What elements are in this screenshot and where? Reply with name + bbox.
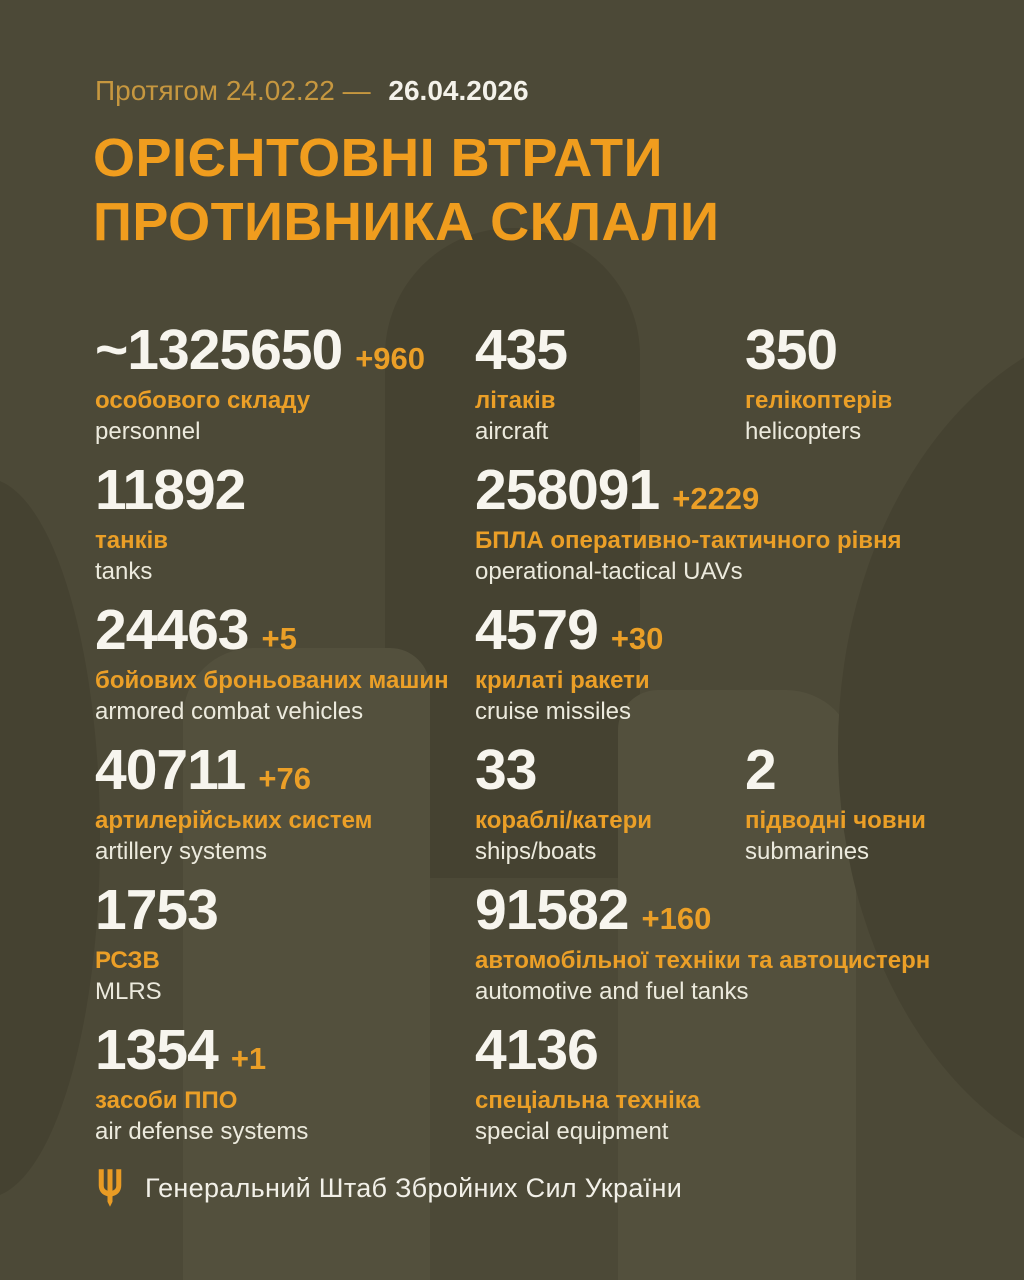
stat-label-en: submarines xyxy=(745,837,870,865)
stat-value: 4136 xyxy=(475,1018,599,1082)
stat-artillery: 40711 +76 артилерійських систем artillery… xyxy=(95,742,475,882)
stat-value: 350 xyxy=(745,318,838,382)
stat-delta: +76 xyxy=(258,761,311,796)
stat-label-en: air defense systems xyxy=(95,1117,309,1145)
stat-delta: +1 xyxy=(230,1041,267,1076)
title-line-1: ОРІЄНТОВНІ ВТРАТИ xyxy=(93,128,663,188)
stat-label-uk: танків xyxy=(95,527,169,554)
stat-label-uk: автомобільної техніки та автоцистерн xyxy=(475,947,931,974)
stat-delta: +30 xyxy=(610,621,664,656)
stat-label-uk: літаків xyxy=(475,387,556,414)
stat-label-en: personnel xyxy=(95,417,201,445)
period-prefix: Протягом 24.02.22 — xyxy=(95,75,371,106)
stat-special-equipment: 4136 спеціальна техніка special equipmen… xyxy=(475,1022,1024,1162)
stat-label-uk: гелікоптерів xyxy=(745,387,893,414)
stat-armored-vehicles: 24463 +5 бойових броньованих машин armore… xyxy=(95,602,475,742)
stat-label-uk: кораблі/катери xyxy=(475,807,653,834)
stat-submarines: 2 підводні човни submarines xyxy=(745,742,1024,882)
stat-value: 33 xyxy=(475,738,537,802)
stat-helicopters: 350 гелікоптерів helicopters xyxy=(745,322,1024,462)
stat-delta: +960 xyxy=(355,341,426,376)
stat-personnel: ~1325650 +960 особового складу personnel xyxy=(95,322,475,462)
stat-label-en: cruise missiles xyxy=(475,697,632,725)
stat-label-uk: крилаті ракети xyxy=(475,667,650,694)
stat-label-en: tanks xyxy=(95,557,153,585)
stat-aircraft: 435 літаків aircraft xyxy=(475,322,745,462)
stat-label-en: special equipment xyxy=(475,1117,669,1145)
losses-grid: ~1325650 +960 особового складу personnel … xyxy=(95,322,1024,1162)
background-left-prong-shape xyxy=(183,648,430,1280)
stat-value: 4579 xyxy=(475,598,599,662)
stat-automotive: 91582 +160 автомобільної техніки та автоц… xyxy=(475,882,1024,1022)
stat-uavs: 258091 +2229 БПЛА оперативно-тактичного р… xyxy=(475,462,1024,602)
stat-label-en: armored combat vehicles xyxy=(95,697,364,725)
organization-name: Генеральний Штаб Збройних Сил України xyxy=(145,1172,683,1203)
stat-tanks: 11892 танків tanks xyxy=(95,462,475,602)
stat-value: 435 xyxy=(475,318,568,382)
stat-value: 1354 xyxy=(95,1018,219,1082)
stat-delta: +160 xyxy=(641,901,712,936)
title-line-2: ПРОТИВНИКА СКЛАЛИ xyxy=(93,192,720,253)
stat-mlrs: 1753 РСЗВ MLRS xyxy=(95,882,475,1022)
tryzub-icon xyxy=(95,1168,125,1208)
period-date: 26.04.2026 xyxy=(388,75,529,106)
stat-delta: +2229 xyxy=(672,481,760,516)
stat-label-en: ships/boats xyxy=(475,837,597,865)
stat-label-en: operational-tactical UAVs xyxy=(475,557,743,585)
report-period: Протягом 24.02.22 — 26.04.2026 xyxy=(95,75,529,107)
stat-value: 40711 xyxy=(95,738,246,802)
stat-value: 1753 xyxy=(95,878,219,942)
stat-cruise-missiles: 4579 +30 крилаті ракети cruise missiles xyxy=(475,602,1024,742)
stat-air-defense: 1354 +1 засоби ППО air defense systems xyxy=(95,1022,475,1162)
stat-label-uk: засоби ППО xyxy=(95,1087,238,1114)
stat-label-uk: БПЛА оперативно-тактичного рівня xyxy=(475,527,902,554)
page-title: ОРІЄНТОВНІ ВТРАТИ ПРОТИВНИКА СКЛАЛИ xyxy=(93,126,853,255)
stat-value: 91582 xyxy=(475,878,630,942)
stat-delta: +5 xyxy=(261,621,297,656)
stat-label-en: helicopters xyxy=(745,417,862,445)
stat-label-uk: артилерійських систем xyxy=(95,807,373,834)
stat-value: ~1325650 xyxy=(95,318,343,382)
stat-value: 258091 xyxy=(475,458,660,522)
stat-value: 24463 xyxy=(95,598,250,662)
stat-label-uk: спеціальна техніка xyxy=(475,1087,701,1114)
stat-label-en: automotive and fuel tanks xyxy=(475,977,749,1005)
stat-label-uk: особового складу xyxy=(95,387,311,414)
footer: Генеральний Штаб Збройних Сил України xyxy=(95,1168,682,1208)
stat-label-uk: підводні човни xyxy=(745,807,926,834)
stat-ships: 33 кораблі/катери ships/boats xyxy=(475,742,745,882)
stat-label-en: aircraft xyxy=(475,417,549,445)
stat-label-uk: РСЗВ xyxy=(95,947,160,974)
stat-label-uk: бойових броньованих машин xyxy=(95,667,449,694)
stat-value: 11892 xyxy=(95,458,246,522)
stat-value: 2 xyxy=(745,738,777,802)
stat-label-en: MLRS xyxy=(95,977,162,1005)
stat-label-en: artillery systems xyxy=(95,837,268,865)
background-right-prong-shape xyxy=(618,690,856,1280)
